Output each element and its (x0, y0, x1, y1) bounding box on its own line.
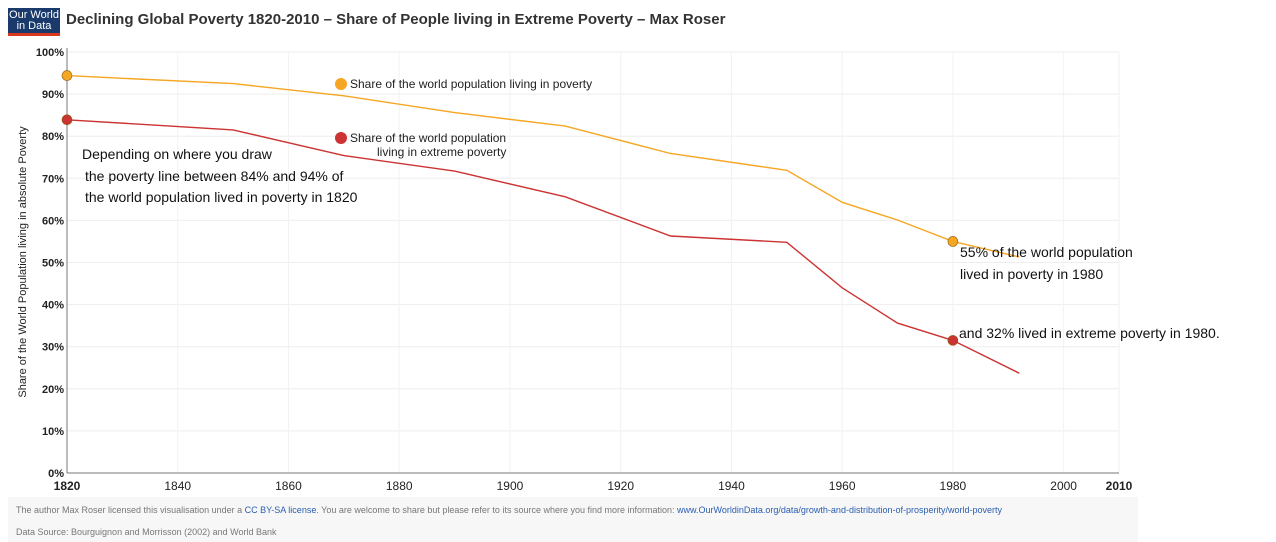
credit-prefix: The author Max Roser licensed this visua… (16, 505, 245, 515)
x-tick-label: 1940 (718, 479, 745, 493)
data-source: Data Source: Bourguignon and Morrisson (… (16, 527, 277, 537)
axes (66, 48, 1119, 474)
data-point-poverty[interactable] (61, 70, 73, 81)
logo-accent-bar (8, 33, 60, 36)
y-tick-label: 0% (48, 468, 64, 480)
legend-label-poverty[interactable]: Share of the world population living in … (350, 77, 592, 91)
x-tick-label: 1860 (275, 479, 302, 493)
x-tick-label: 1880 (386, 479, 413, 493)
annotation-1820-line2: the poverty line between 84% and 94% of (85, 168, 344, 184)
x-tick-label: 1900 (497, 479, 524, 493)
license-credit: The author Max Roser licensed this visua… (16, 505, 1002, 515)
annotation-1820-line3: the world population lived in poverty in… (85, 189, 358, 205)
source-link[interactable]: www.OurWorldinData.org/data/growth-and-d… (677, 505, 1002, 515)
x-tick-label: 2010 (1106, 479, 1133, 493)
credit-middle: . You are welcome to share but please re… (316, 505, 678, 515)
license-link[interactable]: CC BY-SA license (244, 505, 317, 515)
logo-line-1: Our World (9, 9, 59, 21)
data-point-poverty[interactable] (947, 236, 959, 247)
line-chart: 0%10%20%30%40%50%60%70%80%90%100% 1820 18… (17, 47, 1220, 493)
legend-label-extreme-poverty-line2[interactable]: living in extreme poverty (377, 145, 506, 159)
x-tick-labels: 1820 1840 1860 1880 1900 1920 1940 1960 1980 2000… (54, 479, 1133, 493)
chart-title: Declining Global Poverty 1820-2010 – Sha… (66, 11, 726, 28)
annotation-1980-poverty-line2: lived in poverty in 1980 (960, 266, 1103, 282)
annotation-1980-extreme-poverty: and 32% lived in extreme poverty in 1980… (959, 325, 1220, 341)
our-world-in-data-logo[interactable]: Our World in Data (8, 8, 60, 36)
y-tick-labels: 0% 10% 20% 30% 40% 50% 60% 70% 80% 90% 100% (36, 47, 64, 480)
annotations: Depending on where you draw the poverty … (82, 146, 1220, 341)
logo-line-2: in Data (16, 20, 52, 32)
grid-lines (66, 51, 1120, 474)
legend-label-extreme-poverty-line1[interactable]: Share of the world population (350, 131, 506, 145)
x-tick-label: 1980 (940, 479, 967, 493)
y-tick-label: 100% (36, 47, 64, 59)
x-tick-label: 1920 (607, 479, 634, 493)
y-tick-label: 90% (42, 89, 64, 101)
y-tick-label: 20% (42, 384, 64, 396)
y-axis-label: Share of the World Population living in … (17, 126, 29, 398)
y-tick-label: 50% (42, 258, 64, 270)
annotation-1980-poverty-line1: 55% of the world population (960, 244, 1133, 260)
series-lines (66, 74, 1020, 374)
data-point-extreme-poverty[interactable] (947, 335, 959, 346)
chart-footer: The author Max Roser licensed this visua… (8, 497, 1138, 542)
series-line-poverty[interactable] (66, 74, 1020, 258)
series-line-extreme-poverty[interactable] (66, 119, 1020, 374)
x-tick-label: 1820 (54, 479, 81, 493)
legend-marker-extreme-poverty[interactable] (335, 132, 347, 144)
x-tick-label: 1960 (829, 479, 856, 493)
y-tick-label: 30% (42, 342, 64, 354)
legend-marker-poverty[interactable] (335, 78, 347, 90)
y-tick-label: 70% (42, 173, 64, 185)
y-tick-label: 60% (42, 215, 64, 227)
chart-header: Our World in Data Declining Global Pover… (8, 7, 748, 36)
x-tick-label: 2000 (1050, 479, 1077, 493)
y-tick-label: 40% (42, 300, 64, 312)
data-point-extreme-poverty[interactable] (61, 114, 73, 126)
y-tick-label: 80% (42, 131, 64, 143)
annotation-1820-line1: Depending on where you draw (82, 146, 273, 162)
y-tick-label: 10% (42, 426, 64, 438)
x-tick-label: 1840 (164, 479, 191, 493)
legend: Share of the world population living in … (335, 77, 592, 159)
highlight-points (61, 70, 959, 346)
